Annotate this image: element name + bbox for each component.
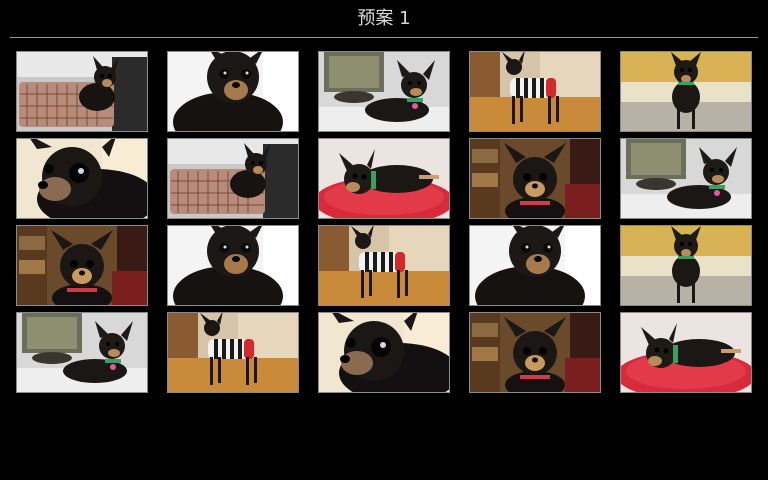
dog-photo-image	[17, 226, 147, 305]
photo-thumbnail[interactable]	[318, 312, 450, 393]
dog-photo-image	[470, 313, 600, 392]
dog-photo-image	[621, 226, 751, 305]
dog-photo-image	[319, 52, 449, 131]
header-bar: 预案 1	[0, 0, 768, 38]
dog-photo-image	[621, 313, 751, 392]
dog-photo-image	[470, 139, 600, 218]
dog-photo-image	[319, 226, 449, 305]
photo-thumbnail[interactable]	[469, 51, 601, 132]
photo-thumbnail[interactable]	[16, 312, 148, 393]
dog-photo-image	[470, 226, 600, 305]
photo-thumbnail[interactable]	[167, 225, 299, 306]
dog-photo-image	[17, 139, 147, 218]
dog-photo-image	[17, 313, 147, 392]
photo-grid	[16, 51, 752, 393]
photo-thumbnail[interactable]	[620, 138, 752, 219]
photo-thumbnail[interactable]	[167, 312, 299, 393]
dog-photo-image	[319, 313, 449, 392]
photo-thumbnail[interactable]	[16, 138, 148, 219]
photo-thumbnail[interactable]	[16, 51, 148, 132]
dog-photo-image	[319, 139, 449, 218]
dog-photo-image	[470, 52, 600, 131]
photo-thumbnail[interactable]	[620, 225, 752, 306]
photo-thumbnail[interactable]	[167, 138, 299, 219]
photo-thumbnail[interactable]	[318, 225, 450, 306]
header-divider	[10, 37, 758, 38]
dog-photo-image	[168, 52, 298, 131]
photo-thumbnail[interactable]	[620, 312, 752, 393]
photo-thumbnail[interactable]	[16, 225, 148, 306]
photo-thumbnail[interactable]	[318, 51, 450, 132]
photo-thumbnail[interactable]	[469, 312, 601, 393]
page-title: 预案 1	[357, 8, 411, 29]
photo-thumbnail[interactable]	[620, 51, 752, 132]
dog-photo-image	[17, 52, 147, 131]
dog-photo-image	[168, 313, 298, 392]
photo-thumbnail[interactable]	[469, 138, 601, 219]
dog-photo-image	[621, 139, 751, 218]
photo-thumbnail[interactable]	[469, 225, 601, 306]
photo-thumbnail[interactable]	[318, 138, 450, 219]
dog-photo-image	[168, 226, 298, 305]
dog-photo-image	[621, 52, 751, 131]
dog-photo-image	[168, 139, 298, 218]
photo-thumbnail[interactable]	[167, 51, 299, 132]
